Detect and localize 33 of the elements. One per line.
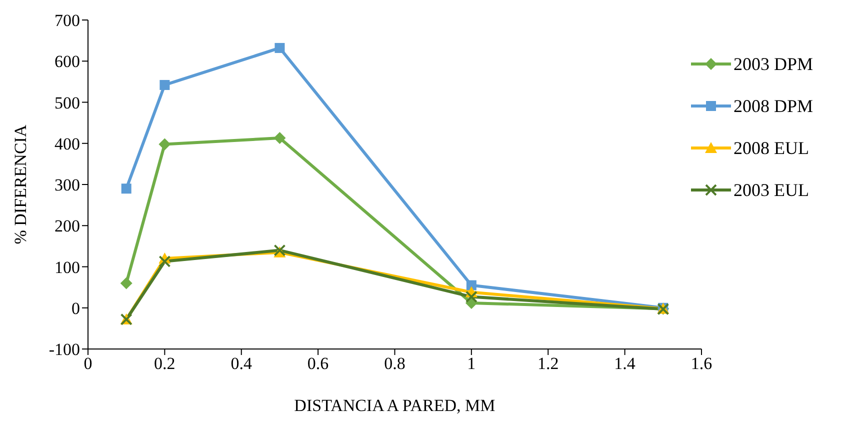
x-tick-label: 0 [84, 354, 92, 374]
legend-label: 2008 EUL [733, 138, 809, 158]
y-axis-title: % DIFERENCIA [11, 124, 30, 244]
y-tick-label: 300 [54, 176, 80, 195]
point [120, 277, 132, 290]
legend-label: 2008 DPM [733, 96, 813, 116]
y-tick-label: 200 [54, 216, 80, 236]
x-tick-label: 1.4 [614, 354, 636, 374]
x-tick-label: 0.2 [154, 354, 176, 374]
point [466, 280, 476, 290]
y-tick-label: 0 [72, 298, 80, 318]
point [158, 138, 171, 150]
point [121, 184, 132, 194]
point [158, 255, 171, 268]
x-tick-label: 0.8 [384, 354, 406, 374]
y-tick-label: 100 [54, 258, 80, 277]
point [160, 80, 170, 90]
y-tick-label: -100 [48, 340, 80, 360]
point [465, 290, 478, 303]
x-tick-label: 1.6 [690, 354, 712, 374]
x-tick-label: 1 [467, 354, 476, 374]
x-tick-label: 1.2 [537, 354, 559, 374]
y-tick-label: 600 [54, 52, 80, 72]
legend-label: 2003 DPM [733, 54, 813, 74]
point [274, 42, 285, 53]
x-tick-label: 0.6 [307, 354, 329, 374]
y-tick-label: 700 [54, 11, 80, 30]
point [274, 132, 286, 144]
y-tick-label: 500 [54, 93, 80, 112]
x-axis-title: DISTANCIA A PARED, MM [294, 396, 496, 415]
y-tick-label: 400 [54, 134, 80, 154]
x-tick-label: 0.4 [230, 354, 252, 374]
legend-label: 2003 EUL [733, 180, 809, 200]
